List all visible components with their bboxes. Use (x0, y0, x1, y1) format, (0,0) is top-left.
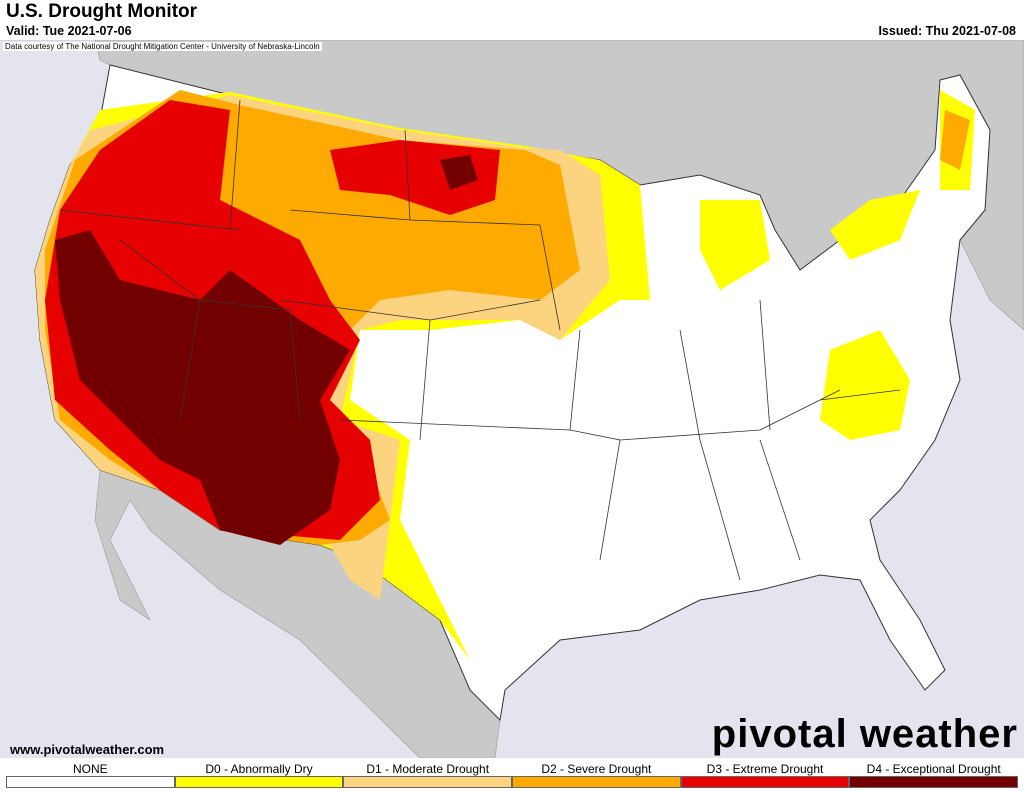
legend-item: D0 - Abnormally Dry (174, 762, 344, 790)
d2-east (940, 110, 970, 170)
legend-swatch (680, 776, 850, 788)
credit: Data courtesy of The National Drought Mi… (3, 42, 322, 51)
legend-item: D2 - Severe Drought (512, 762, 681, 790)
issued-date: Issued: Thu 2021-07-08 (878, 24, 1016, 38)
legend-item: D1 - Moderate Drought (343, 762, 513, 790)
legend-label: D2 - Severe Drought (541, 762, 652, 776)
legend-swatch (343, 776, 513, 788)
legend: NONE D0 - Abnormally Dry D1 - Moderate Dro… (6, 762, 1019, 790)
legend-swatch (512, 776, 681, 788)
brand-logo: pivotal weather (711, 712, 1018, 756)
legend-swatch (6, 776, 175, 788)
legend-item: NONE (6, 762, 175, 790)
map (0, 40, 1024, 758)
drought-areas (35, 90, 975, 660)
legend-item: D3 - Extreme Drought (680, 762, 850, 790)
legend-label: D0 - Abnormally Dry (205, 762, 313, 776)
legend-swatch (849, 776, 1019, 788)
legend-swatch (174, 776, 344, 788)
title: U.S. Drought Monitor (6, 1, 198, 22)
d4-area (55, 155, 478, 545)
legend-label: D1 - Moderate Drought (366, 762, 490, 776)
valid-date: Valid: Tue 2021-07-06 (6, 24, 132, 38)
website-url: www.pivotalweather.com (10, 742, 165, 757)
legend-label: D4 - Exceptional Drought (866, 762, 1001, 776)
state-lines (59, 99, 901, 581)
legend-label: D3 - Extreme Drought (706, 762, 824, 776)
legend-item: D4 - Exceptional Drought (849, 762, 1019, 790)
legend-label: NONE (73, 762, 108, 776)
